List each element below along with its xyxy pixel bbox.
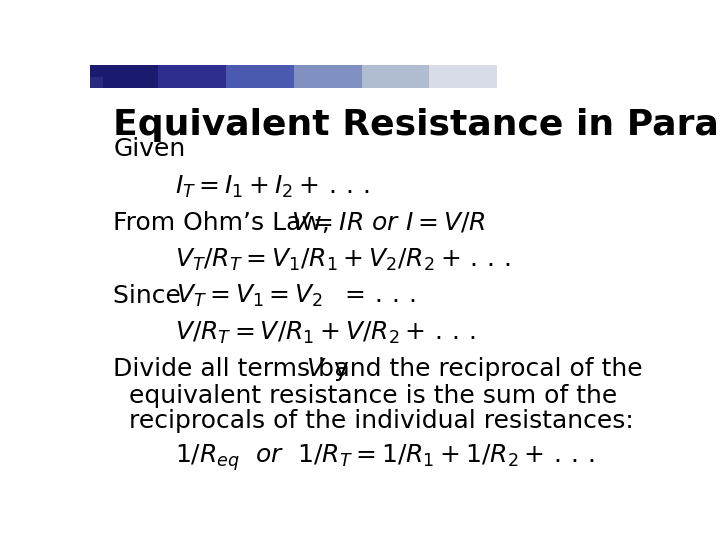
Text: Since: Since: [113, 284, 194, 308]
Text: Divide all terms by: Divide all terms by: [113, 357, 361, 381]
Bar: [90, 65, 103, 77]
Bar: [90, 77, 103, 87]
Text: $V = IR\ \mathit{or}\ I = V/R$: $V = IR\ \mathit{or}\ I = V/R$: [291, 211, 485, 235]
Text: $V_T = V_1 = V_2\ \ =\, . \, . \, .$: $V_T = V_1 = V_2\ \ =\, . \, . \, .$: [176, 283, 415, 309]
Text: equivalent resistance is the sum of the: equivalent resistance is the sum of the: [113, 384, 618, 408]
Bar: [361, 65, 429, 87]
Bar: [90, 65, 158, 87]
Bar: [226, 65, 294, 87]
Text: Equivalent Resistance in Parallel: Equivalent Resistance in Parallel: [113, 108, 720, 142]
Text: From Ohm’s Law,: From Ohm’s Law,: [113, 211, 343, 235]
Bar: [294, 65, 361, 87]
Text: $V$: $V$: [306, 357, 326, 381]
Text: $V_T/R_T = V_1/R_1 + V_2/R_2 + \, . \, . \, .$: $V_T/R_T = V_1/R_1 + V_2/R_2 + \, . \, .…: [175, 246, 511, 273]
Text: and the reciprocal of the: and the reciprocal of the: [322, 357, 642, 381]
Text: $1/R_{eq}\ \ \mathit{or}\ \ 1/R_T = 1/R_1 + 1/R_2 + \, . \, . \, .$: $1/R_{eq}\ \ \mathit{or}\ \ 1/R_T = 1/R_…: [175, 442, 595, 473]
Bar: [429, 65, 498, 87]
Bar: [158, 65, 226, 87]
Text: Given: Given: [113, 138, 186, 161]
Text: $I_T = I_1 + I_2 + \, . \, . \, .$: $I_T = I_1 + I_2 + \, . \, . \, .$: [175, 173, 369, 200]
Text: reciprocals of the individual resistances:: reciprocals of the individual resistance…: [113, 409, 634, 433]
Text: $V/R_T = V/R_1 + V/R_2 + \, . \, . \, .$: $V/R_T = V/R_1 + V/R_2 + \, . \, . \, .$: [175, 320, 476, 346]
